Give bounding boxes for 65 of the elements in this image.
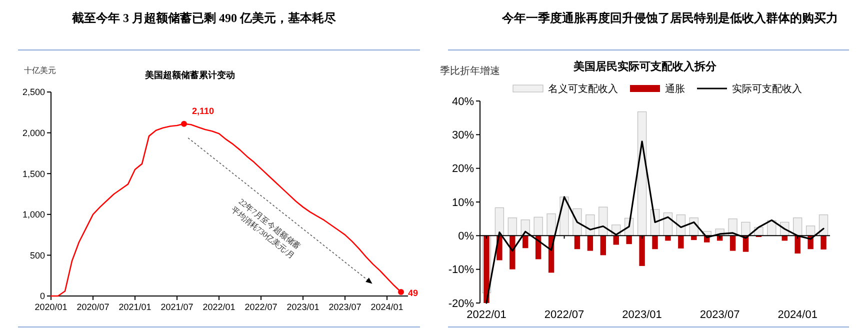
bar xyxy=(494,207,504,236)
bar xyxy=(741,222,750,236)
bar xyxy=(587,236,594,251)
data-label: 49 xyxy=(408,288,418,298)
bar xyxy=(806,226,816,236)
x-tick-label: 2023/01 xyxy=(286,302,320,312)
bar xyxy=(598,206,608,236)
legend-label: 名义可支配收入 xyxy=(548,83,618,95)
bar xyxy=(730,236,736,251)
y-tick-label: 0% xyxy=(458,230,474,243)
bar xyxy=(794,236,800,254)
y-tick-label: 1,000 xyxy=(22,210,45,220)
bar xyxy=(613,236,619,245)
bar xyxy=(484,236,490,303)
y-axis-title: 季比折年增速 xyxy=(440,65,500,77)
chart-title: 今年一季度通胀再度回升侵蚀了居民特别是低收入群体的购买力 xyxy=(501,11,838,25)
legend-label: 通胀 xyxy=(665,83,685,95)
x-tick-label: 2022/07 xyxy=(544,309,584,321)
y-tick-label: 2,000 xyxy=(22,128,45,138)
chart-subtitle: 美国超额储蓄累计变动 xyxy=(144,70,235,80)
x-tick-label: 2021/07 xyxy=(160,302,194,312)
x-tick-label: 2022/01 xyxy=(202,302,236,312)
bar xyxy=(820,236,826,250)
y-tick-label: -10% xyxy=(448,264,474,276)
y-tick-label: 30% xyxy=(452,130,474,142)
bar xyxy=(508,218,517,236)
data-label: 2,110 xyxy=(192,106,214,116)
x-tick-label: 2020/01 xyxy=(34,302,68,312)
x-tick-label: 2024/01 xyxy=(370,302,404,312)
y-tick-label: -20% xyxy=(448,298,474,310)
y-tick-label: 1,500 xyxy=(22,168,45,179)
bar xyxy=(586,214,595,236)
x-tick-label: 2024/01 xyxy=(778,309,818,321)
chart-title: 截至今年 3 月超额储蓄已剩 490 亿美元，基本耗尽 xyxy=(71,11,337,25)
bar xyxy=(626,236,632,244)
bar xyxy=(639,236,645,266)
bar xyxy=(546,213,556,236)
bar xyxy=(793,218,802,236)
x-tick-label: 2023/07 xyxy=(328,302,362,312)
y-tick-label: 2,500 xyxy=(22,87,45,98)
x-tick-label: 2023/01 xyxy=(622,309,662,321)
bar xyxy=(600,236,606,256)
y-tick-label: 0 xyxy=(40,291,45,302)
y-tick-label: 20% xyxy=(452,163,474,176)
bar xyxy=(665,236,671,241)
y-tick-label: 10% xyxy=(452,196,474,209)
bar xyxy=(652,236,658,250)
legend-label: 实际可支配收入 xyxy=(732,83,802,95)
bar xyxy=(574,236,580,250)
bar xyxy=(637,111,647,236)
bar xyxy=(572,208,582,236)
annotation: 22年7月至今超额储蓄 平均消耗730亿美元/月 xyxy=(229,197,302,261)
bar xyxy=(678,236,684,248)
x-tick-label: 2022/07 xyxy=(244,302,278,312)
x-tick-label: 2023/07 xyxy=(700,309,740,321)
bar xyxy=(510,236,516,270)
y-axis-title: 十亿美元 xyxy=(24,66,56,75)
y-tick-label: 40% xyxy=(452,96,474,108)
bar xyxy=(522,236,528,248)
bar xyxy=(534,216,543,236)
x-tick-label: 2020/07 xyxy=(76,302,110,312)
y-tick-label: 500 xyxy=(30,250,45,260)
x-tick-label: 2022/01 xyxy=(466,309,506,321)
chart-subtitle: 美国居民实际可支配收入拆分 xyxy=(572,60,718,73)
x-tick-label: 2021/01 xyxy=(118,302,152,312)
